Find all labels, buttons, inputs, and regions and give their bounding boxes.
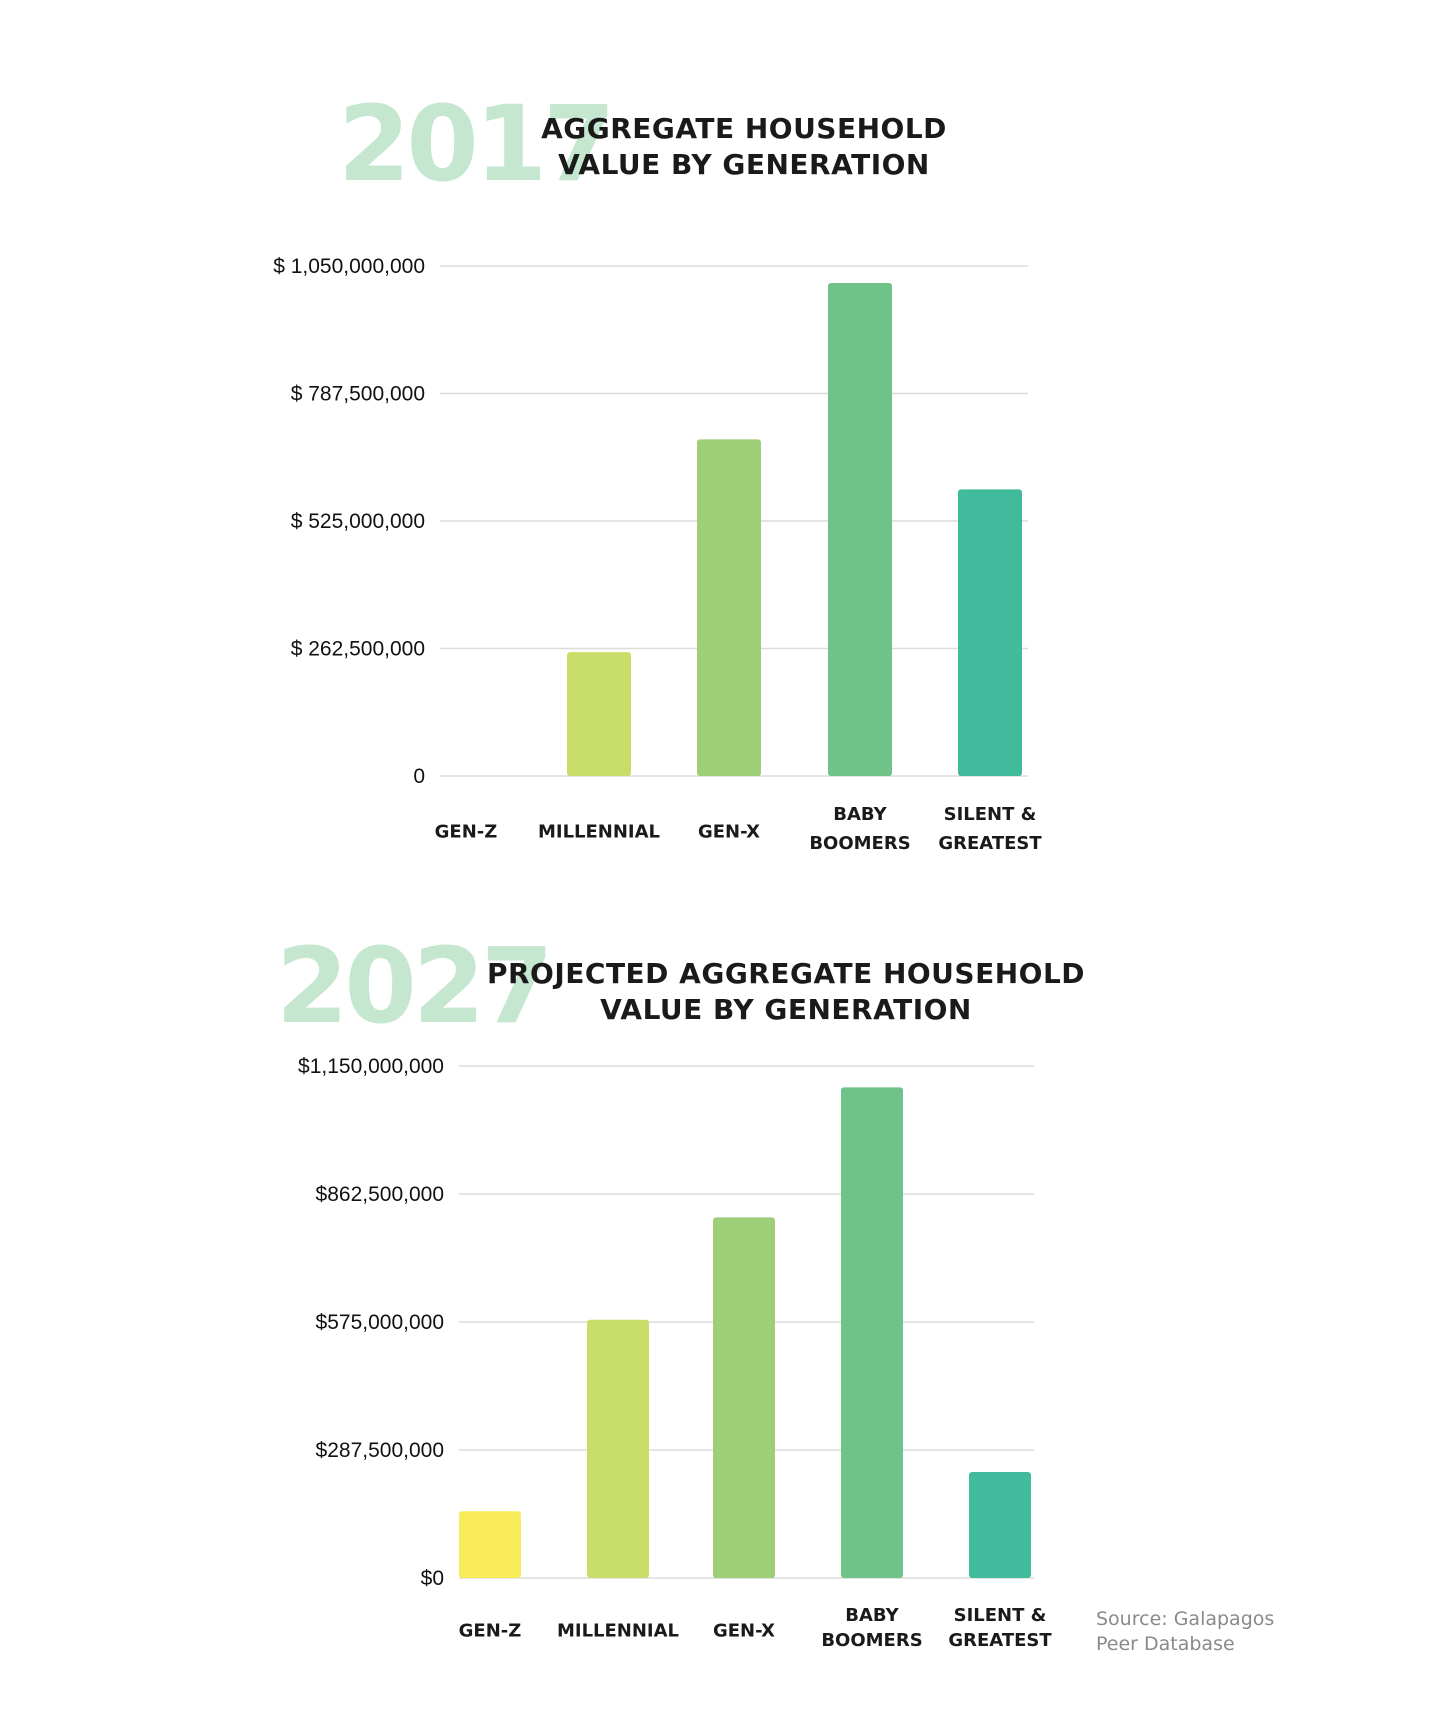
x-category-label: SILENT & <box>954 1605 1047 1626</box>
chart-title-line-1: PROJECTED AGGREGATE HOUSEHOLD <box>487 957 1085 990</box>
x-category-label: SILENT & <box>944 804 1037 825</box>
x-category-label: MILLENNIAL <box>538 822 660 843</box>
y-tick-label: $1,150,000,000 <box>298 1055 444 1078</box>
y-tick-label: $862,500,000 <box>316 1183 444 1206</box>
year-label-2017: 2017 <box>338 83 611 205</box>
source-note-line-1: Source: Galapagos <box>1096 1608 1274 1630</box>
bar <box>587 1319 649 1578</box>
year-label-2027: 2027 <box>276 925 549 1047</box>
x-category-label: BABY <box>845 1605 899 1626</box>
x-category-label: BABY <box>833 804 887 825</box>
y-tick-label: 0 <box>413 765 425 788</box>
chart-title-line-1: AGGREGATE HOUSEHOLD <box>541 112 947 145</box>
y-tick-label: $ 262,500,000 <box>291 638 425 661</box>
y-axis-ticks: 0 $ 262,500,000 $ 525,000,000 $ 787,500,000… <box>273 255 425 788</box>
x-category-label: GEN-Z <box>459 1621 522 1642</box>
y-tick-label: $ 525,000,000 <box>291 510 425 533</box>
x-category-label: GREATEST <box>938 833 1042 854</box>
x-category-label: GEN-X <box>698 822 760 843</box>
bar <box>713 1217 775 1578</box>
x-category-label: BOOMERS <box>821 1630 922 1651</box>
bar <box>697 439 761 776</box>
source-note-line-2: Peer Database <box>1096 1633 1235 1655</box>
bar <box>969 1472 1031 1578</box>
chart-2017: 2017 AGGREGATE HOUSEHOLD VALUE BY GENERA… <box>273 83 1042 854</box>
bar <box>459 1511 521 1578</box>
x-category-label: GREATEST <box>948 1630 1052 1651</box>
bar <box>828 283 892 776</box>
y-tick-label: $ 787,500,000 <box>291 383 425 406</box>
y-tick-label: $0 <box>421 1567 444 1590</box>
x-category-label: GEN-X <box>713 1621 775 1642</box>
bar <box>841 1087 903 1578</box>
y-axis-ticks: $0 $287,500,000 $575,000,000 $862,500,000 $1… <box>298 1055 444 1590</box>
x-axis-categories: GEN-Z MILLENNIAL GEN-X BABY BOOMERS SILENT & G… <box>435 804 1043 854</box>
chart-title-line-2: VALUE BY GENERATION <box>558 148 930 181</box>
y-tick-label: $ 1,050,000,000 <box>273 255 425 278</box>
y-tick-label: $287,500,000 <box>316 1439 444 1462</box>
bar <box>567 652 631 776</box>
bars <box>567 283 1022 776</box>
bar <box>958 489 1022 776</box>
chart-2027: 2027 PROJECTED AGGREGATE HOUSEHOLD VALUE… <box>276 925 1085 1651</box>
x-category-label: BOOMERS <box>809 833 910 854</box>
y-tick-label: $575,000,000 <box>316 1311 444 1334</box>
x-category-label: GEN-Z <box>435 822 498 843</box>
x-axis-categories: GEN-Z MILLENNIAL GEN-X BABY BOOMERS SILENT & G… <box>459 1605 1053 1651</box>
bars <box>459 1087 1031 1578</box>
chart-title-line-2: VALUE BY GENERATION <box>600 993 972 1026</box>
x-category-label: MILLENNIAL <box>557 1621 679 1642</box>
